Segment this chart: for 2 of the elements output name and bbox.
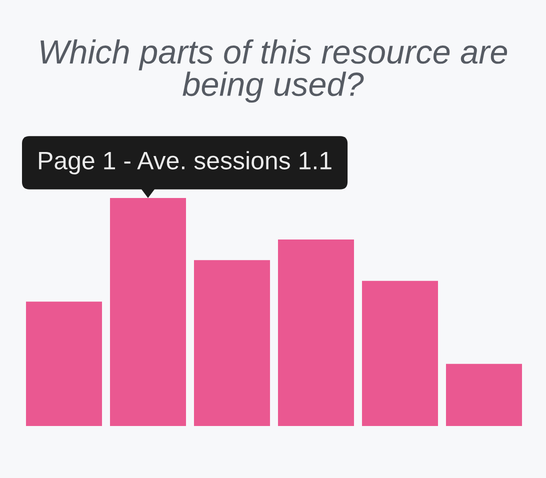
chart-title: Which parts of this resource are being used? xyxy=(40,39,508,103)
data-label: Page 1 - Ave. sessions 1.1 xyxy=(39,151,332,174)
